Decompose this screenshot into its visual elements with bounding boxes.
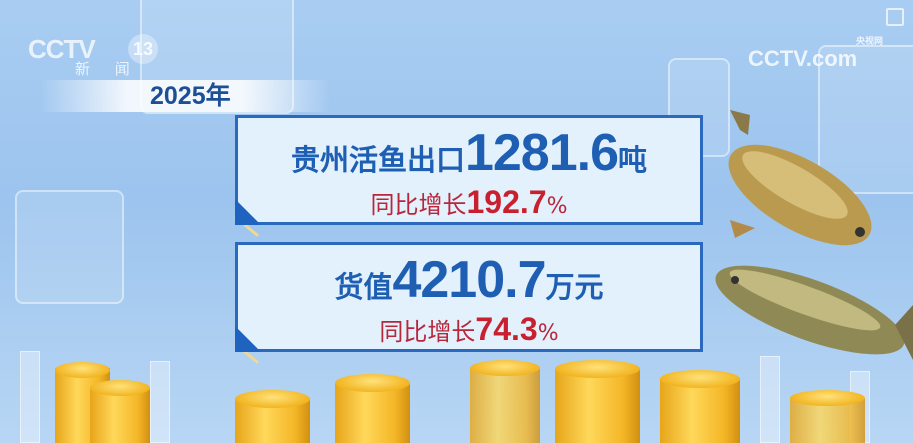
card1-growth-label: 同比增长: [370, 191, 467, 219]
card2-growth-unit: %: [537, 321, 559, 346]
coin-top: [90, 380, 150, 396]
card2-growth-label: 同比增长: [379, 318, 476, 346]
watermark-name: 央视网: [856, 36, 884, 46]
corner-triangle: [235, 199, 261, 225]
fish-lower: [715, 265, 913, 360]
coin-stack: [90, 388, 150, 443]
bg-bar: [20, 351, 40, 443]
export-volume-card: 贵州活鱼出口1281.6吨 同比增长192.7%: [234, 115, 703, 237]
card1-unit: 吨: [618, 143, 648, 177]
card2-growth-value: 74.3: [475, 311, 538, 347]
corner-icon: [886, 8, 904, 26]
card2-label: 货值: [334, 270, 393, 304]
card1-growth-unit: %: [546, 194, 568, 219]
fish-illustration: [715, 110, 913, 360]
corner-triangle: [235, 326, 261, 352]
fish-upper: [728, 110, 872, 246]
coin-top: [555, 360, 640, 378]
bg-panel: [818, 45, 913, 194]
watermark-brand: CCTV.com: [748, 46, 858, 71]
coin-stack: [660, 378, 740, 443]
coin-stack: [470, 368, 540, 443]
cctv-com-watermark: CCTV.com 央视网: [748, 36, 883, 72]
bg-panel: [15, 190, 124, 304]
coin-top: [790, 390, 865, 406]
cctv-logo: CCTV: [28, 34, 96, 64]
card1-value: 1281.6: [464, 124, 619, 182]
coin-stack: [335, 383, 410, 443]
coin-top: [470, 360, 540, 376]
card1-label: 贵州活鱼出口: [290, 143, 465, 177]
bg-bar: [150, 361, 170, 443]
coin-top: [235, 390, 310, 408]
coin-stack: [555, 368, 640, 443]
year-band: [40, 80, 330, 112]
coin-top: [55, 362, 110, 378]
coin-top: [335, 374, 410, 392]
coin-top: [660, 370, 740, 388]
channel-name: 新 闻: [75, 60, 140, 78]
year-label: 2025年: [150, 82, 231, 110]
export-value-card: 货值4210.7万元 同比增长74.3%: [234, 242, 703, 364]
card1-growth-value: 192.7: [466, 184, 547, 220]
channel-number: 13: [128, 34, 158, 64]
card2-value: 4210.7: [392, 251, 546, 309]
card2-unit: 万元: [545, 270, 604, 304]
